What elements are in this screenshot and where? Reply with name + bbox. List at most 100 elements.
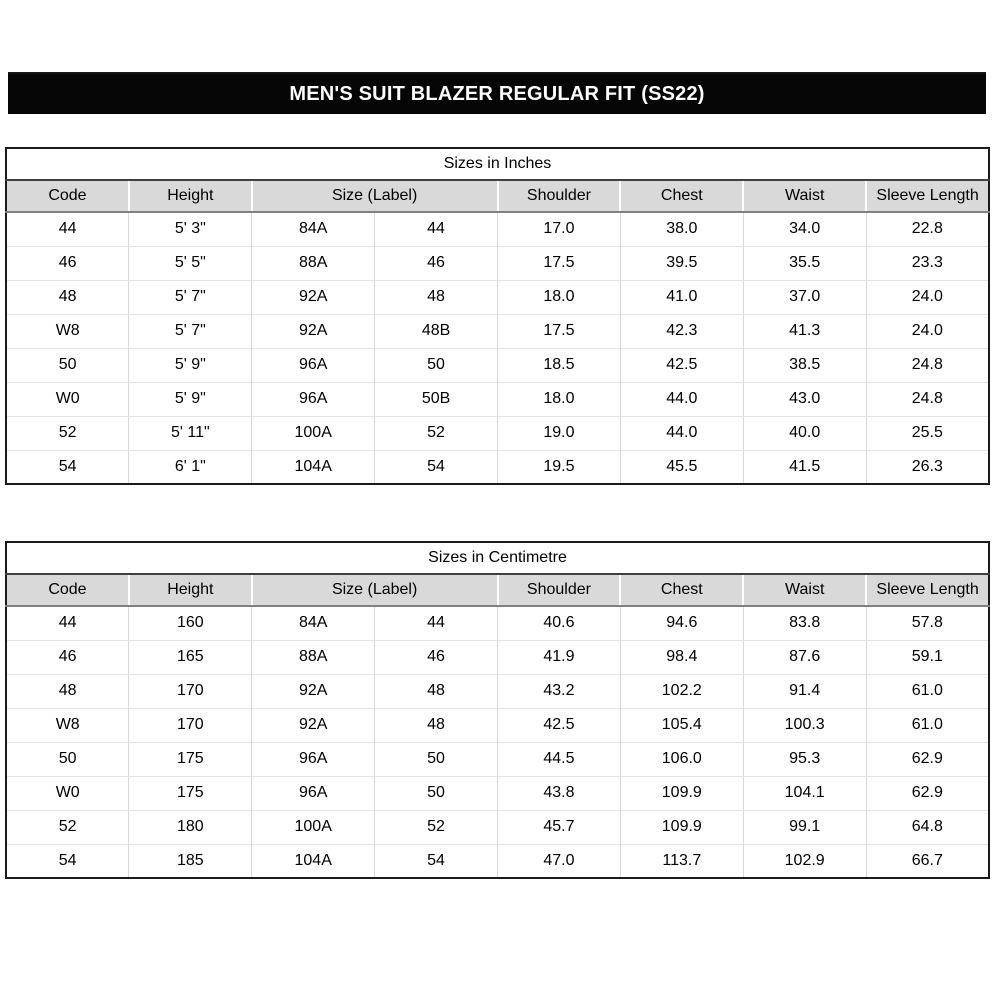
table-cell: 84A	[251, 212, 376, 247]
table-cell: 39.5	[620, 246, 744, 281]
table-row: 54 6' 1" 104A 54 19.5 45.5 41.5 26.3	[6, 450, 989, 484]
table-cell: 42.5	[497, 708, 621, 743]
table-cell: 92A	[251, 708, 376, 743]
table-cell: 113.7	[620, 844, 744, 878]
table-caption: Sizes in Inches	[6, 148, 989, 181]
table-cell: 160	[128, 606, 253, 641]
table-cell: 46	[374, 246, 498, 281]
table-row: 48 170 92A 48 43.2 102.2 91.4 61.0	[6, 674, 989, 709]
table-cell: 54	[374, 844, 498, 878]
table-cell: 19.5	[497, 450, 621, 484]
table-cell: 62.9	[866, 776, 989, 811]
table-cell: 5' 7"	[128, 314, 253, 349]
table-cell: 46	[374, 640, 498, 675]
table-row: 52 5' 11" 100A 52 19.0 44.0 40.0 25.5	[6, 416, 989, 451]
table-cell: 22.8	[866, 212, 989, 247]
table-row: 54 185 104A 54 47.0 113.7 102.9 66.7	[6, 844, 989, 878]
table-cell: 109.9	[620, 810, 744, 845]
table-cell: 5' 7"	[128, 280, 253, 315]
table-cell: 102.9	[743, 844, 867, 878]
table-cell: 52	[6, 810, 130, 845]
column-header: Waist	[742, 180, 867, 213]
column-header: Size (Label)	[250, 574, 498, 607]
table-cell: 17.5	[497, 314, 621, 349]
table-cell: 48	[6, 280, 130, 315]
table-cell: 18.0	[497, 280, 621, 315]
page-title: MEN'S SUIT BLAZER REGULAR FIT (SS22)	[289, 82, 705, 105]
table-cell: 5' 3"	[128, 212, 253, 247]
table-cell: 54	[6, 844, 130, 878]
table-cell: 5' 5"	[128, 246, 253, 281]
table-cell: 61.0	[866, 708, 989, 743]
table-cell: 50	[6, 742, 130, 777]
table-cell: 61.0	[866, 674, 989, 709]
table-cell: 42.5	[620, 348, 744, 383]
table-row: W0 175 96A 50 43.8 109.9 104.1 62.9	[6, 776, 989, 811]
table-cell: 45.5	[620, 450, 744, 484]
table-cell: 41.3	[743, 314, 867, 349]
table-cell: 175	[128, 742, 253, 777]
column-header: Code	[6, 180, 129, 213]
column-header: Height	[127, 574, 252, 607]
table-cell: 66.7	[866, 844, 989, 878]
table-cell: 42.3	[620, 314, 744, 349]
table-cell: 175	[128, 776, 253, 811]
table-row: 46 5' 5" 88A 46 17.5 39.5 35.5 23.3	[6, 246, 989, 281]
table-row: W8 170 92A 48 42.5 105.4 100.3 61.0	[6, 708, 989, 743]
table-cell: 95.3	[743, 742, 867, 777]
table-cell: 35.5	[743, 246, 867, 281]
table-row: 52 180 100A 52 45.7 109.9 99.1 64.8	[6, 810, 989, 845]
table-cell: 102.2	[620, 674, 744, 709]
table-cell: 25.5	[866, 416, 989, 451]
table-cell: 41.9	[497, 640, 621, 675]
table-cell: 23.3	[866, 246, 989, 281]
table-cell: 87.6	[743, 640, 867, 675]
table-cell: 54	[6, 450, 130, 484]
table-cell: 96A	[251, 382, 376, 417]
table-cell: 84A	[251, 606, 376, 641]
table-cell: 34.0	[743, 212, 867, 247]
table-cell: 43.2	[497, 674, 621, 709]
table-row: 44 160 84A 44 40.6 94.6 83.8 57.8	[6, 606, 989, 641]
table-cell: 45.7	[497, 810, 621, 845]
table-cell: 94.6	[620, 606, 744, 641]
table-row: 50 175 96A 50 44.5 106.0 95.3 62.9	[6, 742, 989, 777]
table-cell: 26.3	[866, 450, 989, 484]
table-cell: 104.1	[743, 776, 867, 811]
column-header: Chest	[619, 180, 744, 213]
table-cell: 104A	[251, 450, 376, 484]
table-cell: 50	[374, 348, 498, 383]
table-cell: 44	[6, 212, 130, 247]
table-cell: 48	[374, 280, 498, 315]
table-cell: 50	[374, 776, 498, 811]
table-cell: 92A	[251, 314, 376, 349]
table-row: 50 5' 9" 96A 50 18.5 42.5 38.5 24.8	[6, 348, 989, 383]
table-cell: 170	[128, 708, 253, 743]
table-cell: 40.0	[743, 416, 867, 451]
table-cell: 88A	[251, 246, 376, 281]
table-cell: 165	[128, 640, 253, 675]
table-cell: 100A	[251, 416, 376, 451]
table-cell: 59.1	[866, 640, 989, 675]
column-header: Code	[6, 574, 129, 607]
table-cell: 44.0	[620, 416, 744, 451]
column-header: Shoulder	[496, 574, 621, 607]
table-row: W0 5' 9" 96A 50B 18.0 44.0 43.0 24.8	[6, 382, 989, 417]
size-table: Sizes in Inches Code Height Size (Label) Sho…	[5, 147, 990, 485]
table-row: 46 165 88A 46 41.9 98.4 87.6 59.1	[6, 640, 989, 675]
table-cell: 46	[6, 246, 130, 281]
table-cell: 96A	[251, 348, 376, 383]
table-cell: 50B	[374, 382, 498, 417]
table-cell: 24.8	[866, 348, 989, 383]
table-cell: 43.8	[497, 776, 621, 811]
table-cell: 37.0	[743, 280, 867, 315]
table-cell: W8	[6, 314, 130, 349]
table-cell: 17.5	[497, 246, 621, 281]
table-cell: 5' 9"	[128, 348, 253, 383]
table-cell: 52	[6, 416, 130, 451]
table-cell: 92A	[251, 280, 376, 315]
table-cell: 24.0	[866, 280, 989, 315]
table-cell: 91.4	[743, 674, 867, 709]
table-cell: 38.5	[743, 348, 867, 383]
table-cell: W8	[6, 708, 130, 743]
